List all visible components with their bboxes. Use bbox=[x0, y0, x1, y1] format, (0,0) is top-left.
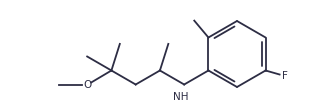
Text: O: O bbox=[83, 80, 91, 89]
Text: NH: NH bbox=[173, 91, 189, 102]
Text: F: F bbox=[281, 70, 287, 80]
